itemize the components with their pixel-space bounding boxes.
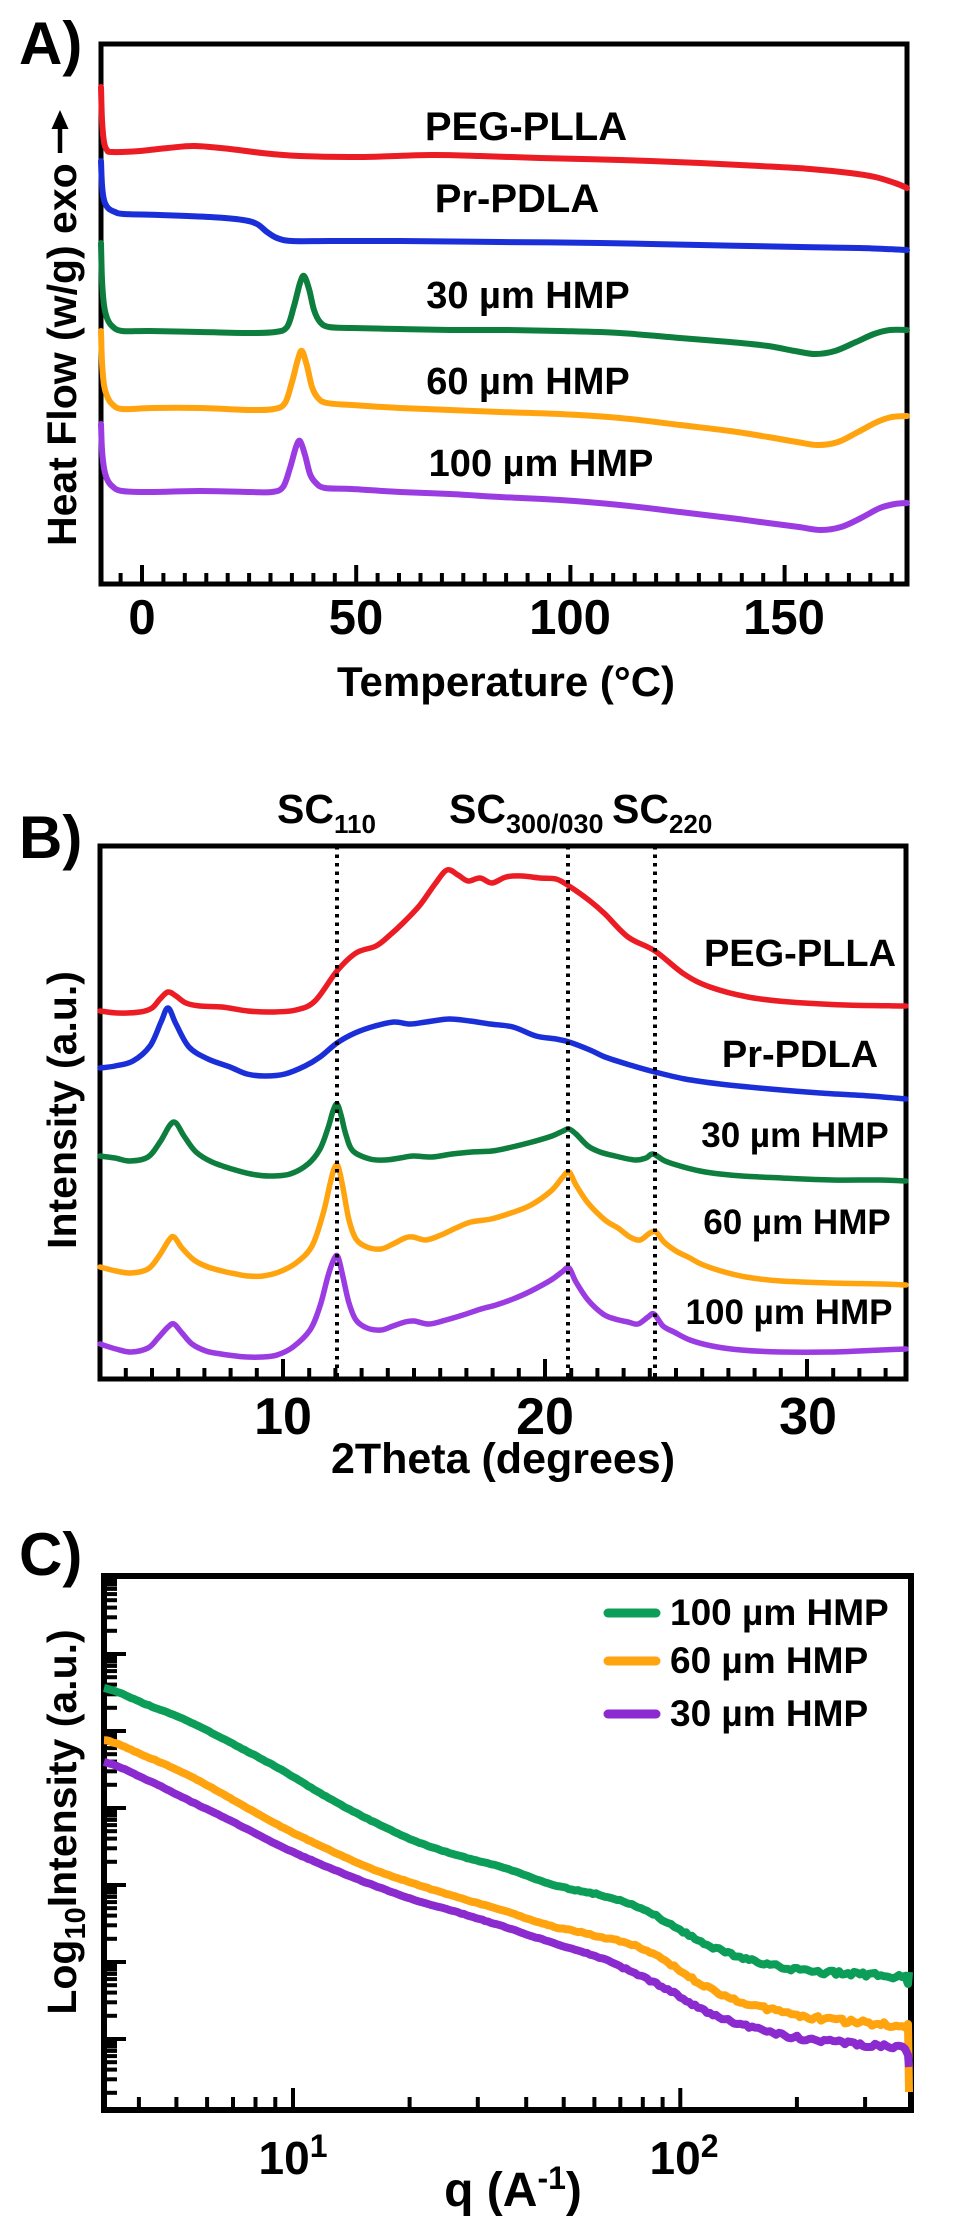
svg-text:30 µm HMP: 30 µm HMP (701, 1116, 888, 1155)
svg-text:PEG-PLLA: PEG-PLLA (425, 105, 627, 149)
svg-text:60 µm HMP: 60 µm HMP (426, 361, 630, 403)
svg-text:60 µm HMP: 60 µm HMP (703, 1203, 890, 1242)
svg-text:C): C) (19, 1521, 82, 1588)
svg-text:10: 10 (254, 1388, 312, 1446)
svg-text:150: 150 (743, 591, 825, 645)
svg-text:100: 100 (529, 591, 611, 645)
svg-text:50: 50 (329, 591, 384, 645)
svg-text:Pr-PDLA: Pr-PDLA (722, 1034, 878, 1076)
svg-text:2Theta (degrees): 2Theta (degrees) (331, 1435, 675, 1483)
svg-text:100 µm HMP: 100 µm HMP (670, 1592, 889, 1633)
svg-text:Heat Flow (w/g) exo: Heat Flow (w/g) exo (39, 163, 85, 546)
svg-text:Intensity (a.u.): Intensity (a.u.) (39, 971, 85, 1249)
svg-text:Pr-PDLA: Pr-PDLA (435, 177, 599, 221)
svg-text:30 µm HMP: 30 µm HMP (670, 1693, 868, 1734)
svg-text:PEG-PLLA: PEG-PLLA (704, 933, 896, 975)
svg-text:B): B) (19, 804, 82, 871)
svg-text:0: 0 (128, 591, 155, 645)
svg-text:A): A) (19, 10, 82, 77)
svg-text:20: 20 (516, 1388, 574, 1446)
svg-text:100 µm HMP: 100 µm HMP (429, 443, 654, 485)
svg-text:Log10Intensity (a.u.): Log10Intensity (a.u.) (39, 1629, 92, 2014)
svg-text:Temperature (°C): Temperature (°C) (337, 658, 675, 705)
svg-text:30 µm HMP: 30 µm HMP (426, 275, 630, 317)
svg-text:100 µm HMP: 100 µm HMP (686, 1293, 893, 1332)
svg-text:60 µm HMP: 60 µm HMP (670, 1640, 868, 1681)
svg-text:30: 30 (779, 1388, 837, 1446)
